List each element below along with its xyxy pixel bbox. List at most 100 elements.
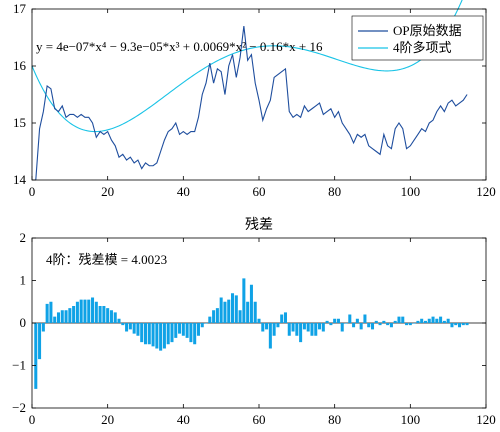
residual-bar [79,299,83,324]
residual-bar [370,323,375,330]
residual-bar [204,323,208,324]
residual-bar [397,316,401,324]
residual-bar [45,303,49,324]
x-tick-label: 0 [29,184,36,199]
residual-bar [249,284,253,323]
y-tick-label: 16 [13,58,27,73]
residual-bar [227,299,231,324]
residual-bar [461,323,465,326]
residual-bar [336,318,340,323]
residual-bar [431,316,435,324]
residual-bar [355,318,359,323]
residual-bar [242,278,246,324]
residual-bar [121,323,125,326]
residual-bar [291,323,295,332]
residual-bar [427,318,431,323]
residual-bar [272,323,276,336]
residual-bar [170,323,174,343]
residual-bar [185,323,189,338]
residual-bar [329,323,333,326]
x-tick-label: 60 [253,412,266,427]
residual-bar [450,323,454,328]
residual-bar [276,323,280,328]
x-tick-label: 40 [177,412,190,427]
residual-bar [38,323,42,360]
residual-bar [231,293,235,323]
residual-bar [382,320,386,324]
residual-bar [389,323,393,328]
residual-bar [280,314,284,323]
residual-bar [352,323,356,328]
residual-bar [287,323,291,336]
residual-bar [299,323,303,343]
residual-bar [325,320,329,324]
fit-chart: 0 20 40 60 80 100 120 14 15 16 17 y = 4e−07*x⁴ − 9… [13,0,496,199]
residual-bar [208,316,212,324]
residual-bar [200,323,204,328]
residual-bar [238,310,242,323]
residual-bar [181,323,185,336]
residual-annotation: 4阶：残差模 = 4.0023 [46,252,167,267]
residual-bar [113,312,117,324]
y-tick-label: 0 [20,315,27,330]
residual-bar [416,320,420,324]
residual-bar [295,323,299,336]
residual-bar [151,323,155,347]
residual-bar [223,301,227,323]
residual-bar [41,323,45,332]
original-data-layer [35,26,468,181]
residual-bar [49,301,53,323]
residual-bar [314,323,318,336]
residual-bar [367,323,371,328]
legend-label-fit: 4阶多项式 [393,40,452,55]
x-tick-label: 20 [101,184,114,199]
residual-bar [344,323,348,324]
residual-bar [321,323,325,332]
residual-bar [393,320,397,324]
residual-bar [34,323,38,389]
residual-bar [125,323,129,332]
y-tick-label: 1 [20,273,27,288]
residual-bars-layer [34,278,469,389]
residual-bar [132,323,136,334]
residual-bar [91,297,95,323]
residual-bar [435,318,439,323]
residual-bar [83,299,87,324]
residual-bar [340,323,344,332]
x-tick-label: 120 [476,412,496,427]
residual-bar [246,301,250,323]
x-tick-label: 80 [328,412,341,427]
residual-bar [174,323,178,338]
residual-bar [136,323,140,336]
y-tick-label: 14 [13,172,27,187]
x-tick-label: 100 [401,184,421,199]
legend-label-original: OP原始数据 [393,23,462,38]
residual-bar [386,323,390,326]
residual-bar [64,310,68,323]
residual-bar [219,297,223,323]
residual-bar [420,318,424,323]
residual-bar [333,318,337,323]
residual-chart-axes: 0 20 40 60 80 100 120 −2 −1 0 1 2 [12,230,496,427]
residual-bar [458,323,462,328]
residual-bar [446,318,450,323]
residual-bar [215,308,219,324]
residual-bar [234,295,238,324]
residual-bar [53,316,57,324]
residual-bar [143,323,148,345]
residual-bar [359,323,363,330]
residual-bar [72,306,76,323]
residual-bar [87,299,91,324]
x-tick-label: 60 [253,184,266,199]
residual-bar [310,323,314,336]
x-tick-label: 40 [177,184,190,199]
residual-bar [253,301,257,323]
y-tick-label: 15 [13,115,26,130]
residual-bar [98,306,102,323]
residual-bar [162,323,166,349]
residual-bar [102,306,106,323]
residual-bar [401,316,405,324]
residual-bar [155,323,159,349]
residual-bar [117,318,121,323]
